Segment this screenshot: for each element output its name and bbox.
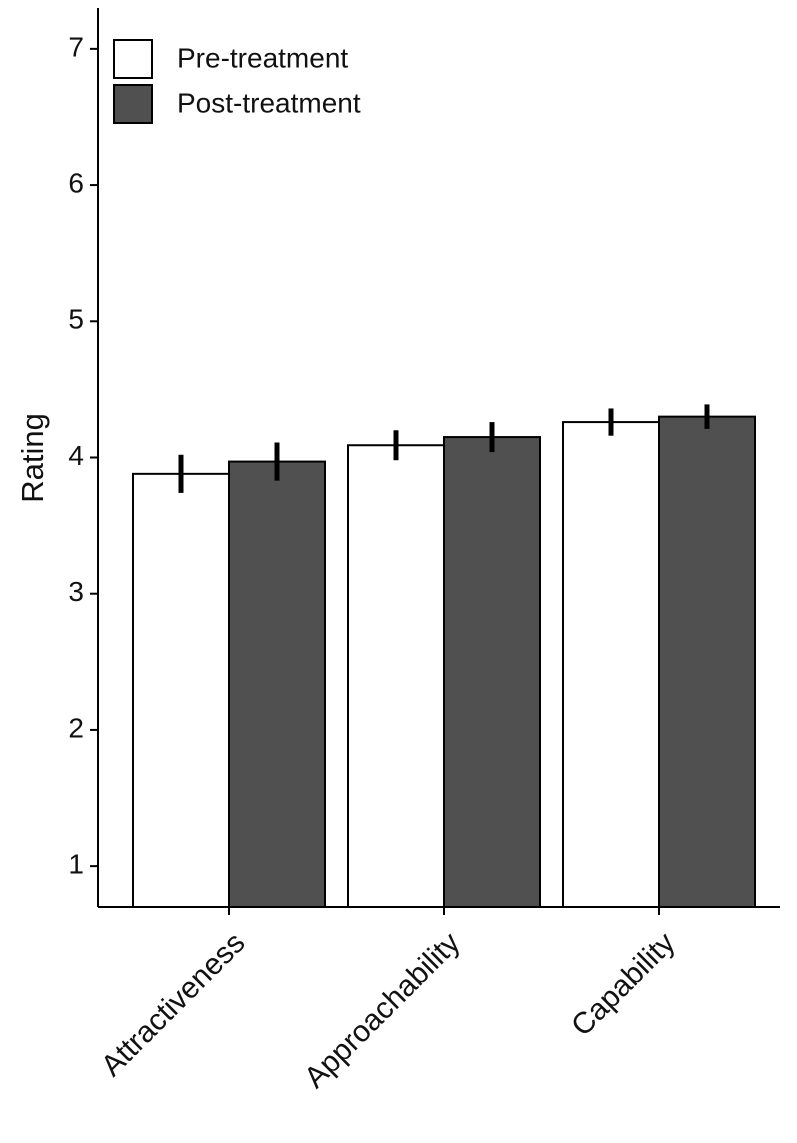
x-tick-label: Capability bbox=[565, 926, 681, 1042]
legend-swatch bbox=[113, 39, 153, 79]
bar bbox=[132, 472, 230, 908]
bar bbox=[443, 436, 541, 908]
legend-swatch bbox=[113, 84, 153, 124]
y-tick-label: 3 bbox=[68, 576, 84, 607]
bar bbox=[562, 421, 660, 908]
bar bbox=[658, 415, 756, 908]
y-tick-label: 4 bbox=[68, 440, 84, 471]
y-tick-label: 1 bbox=[68, 849, 84, 880]
y-tick-label: 6 bbox=[68, 167, 84, 198]
bar bbox=[347, 444, 445, 908]
y-tick-label: 5 bbox=[68, 304, 84, 335]
x-tick-label: Approachability bbox=[298, 926, 466, 1094]
bar bbox=[228, 460, 326, 908]
legend-label: Post-treatment bbox=[177, 87, 361, 118]
y-axis-title: Rating bbox=[15, 413, 50, 503]
y-tick-label: 2 bbox=[68, 712, 84, 743]
y-tick-label: 7 bbox=[68, 31, 84, 62]
legend-label: Pre-treatment bbox=[177, 42, 348, 73]
x-tick-label: Attractiveness bbox=[95, 926, 252, 1083]
